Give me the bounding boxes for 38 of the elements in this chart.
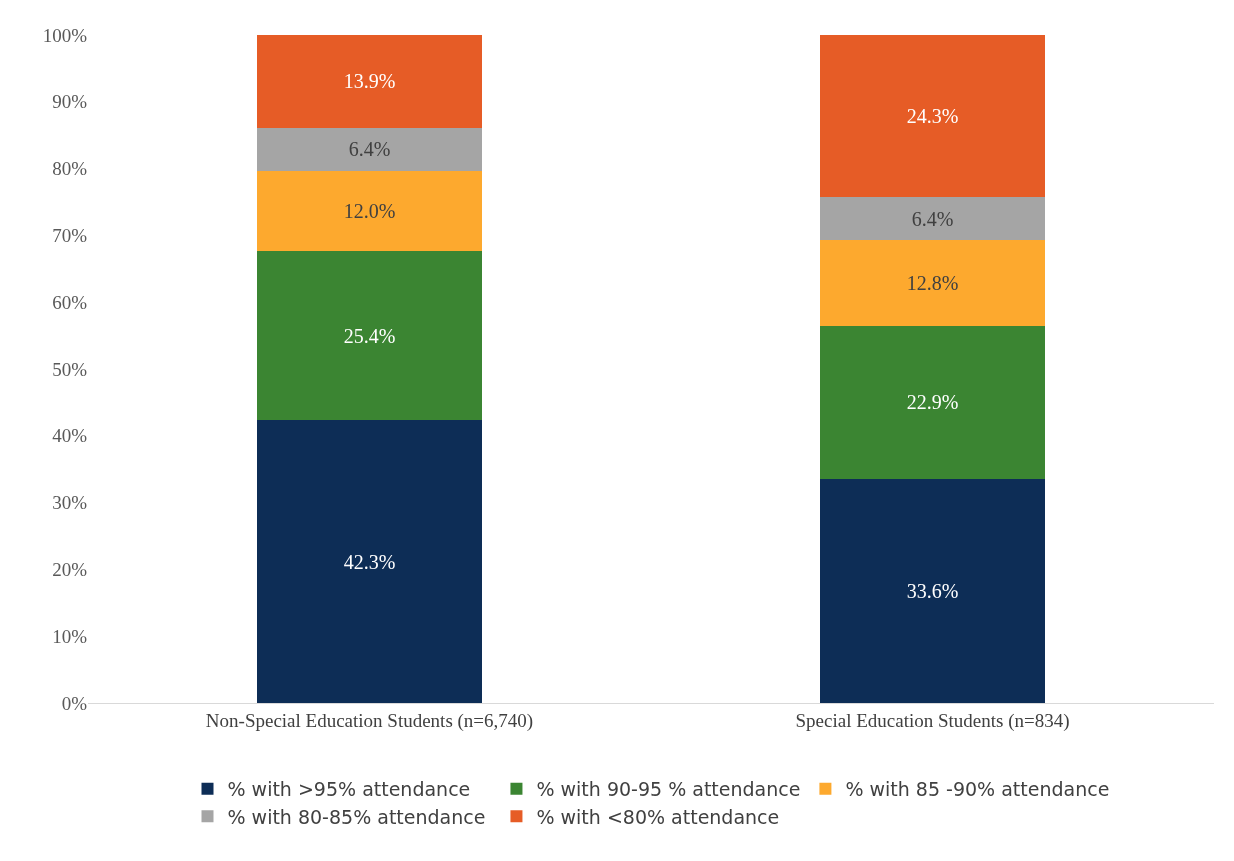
- y-tick-label: 30%: [52, 492, 88, 514]
- data-label: 6.4%: [348, 138, 391, 161]
- legend-label: % with 85 -90% attendance: [845, 778, 1110, 801]
- data-label: 13.9%: [343, 70, 396, 93]
- bar: [819, 478, 1046, 703]
- y-tick-label: 100%: [42, 24, 88, 46]
- legend-label: % with >95% attendance: [227, 778, 471, 801]
- bar: [256, 420, 483, 703]
- data-label: 6.4%: [911, 207, 954, 230]
- y-tick-label: 20%: [52, 559, 88, 581]
- data-label: 42.3%: [343, 550, 396, 573]
- bar: [256, 170, 483, 251]
- bar: [256, 250, 483, 421]
- x-tick-label: Special Education Students (n=834): [795, 709, 1070, 732]
- data-label: 25.4%: [343, 324, 396, 347]
- bar: [819, 197, 1046, 241]
- y-tick-label: 90%: [52, 91, 88, 113]
- bar: [819, 240, 1046, 326]
- legend-label: % with <80% attendance: [536, 805, 780, 828]
- y-tick-label: 70%: [52, 225, 88, 247]
- bar: [819, 35, 1046, 198]
- data-label: 33.6%: [906, 579, 959, 602]
- y-tick-label: 80%: [52, 158, 88, 180]
- legend-label: % with 90-95 % attendance: [536, 778, 801, 801]
- legend-label: % with 80-85% attendance: [227, 805, 486, 828]
- y-tick-label: 10%: [52, 625, 88, 647]
- y-tick-label: 40%: [52, 425, 88, 447]
- y-tick-label: 0%: [61, 692, 88, 714]
- bar: [819, 325, 1046, 479]
- data-label: 24.3%: [906, 105, 959, 128]
- data-label: 22.9%: [906, 391, 959, 414]
- y-tick-label: 50%: [52, 358, 88, 380]
- bar: [256, 127, 483, 171]
- x-tick-label: Non-Special Education Students (n=6,740): [205, 709, 534, 732]
- bar: [256, 35, 483, 128]
- data-label: 12.8%: [906, 271, 959, 294]
- y-tick-label: 60%: [52, 291, 88, 313]
- data-label: 12.0%: [343, 199, 396, 222]
